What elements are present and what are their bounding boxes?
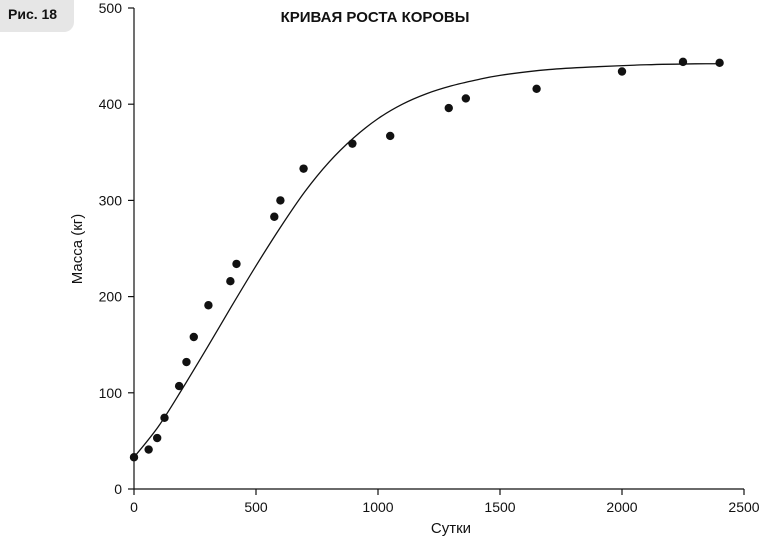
y-tick-label: 300 (99, 192, 123, 208)
x-tick-label: 1500 (484, 499, 515, 515)
y-tick-label: 100 (99, 385, 123, 401)
data-point (444, 103, 453, 113)
data-point (617, 67, 627, 76)
fit-curve (133, 63, 720, 458)
data-point (204, 301, 213, 310)
x-tick-label: 0 (130, 499, 138, 515)
x-axis-title: Сутки (431, 520, 471, 537)
data-point (461, 94, 471, 103)
data-point (678, 57, 688, 67)
y-tick-label: 0 (114, 481, 122, 497)
y-tick-label: 200 (99, 289, 123, 305)
data-point (152, 433, 162, 443)
figure-label: Рис. 18 (8, 6, 58, 22)
y-tick-label: 500 (99, 0, 123, 16)
data-point (299, 164, 308, 173)
x-tick-label: 2500 (728, 499, 759, 515)
data-point (226, 277, 235, 286)
data-point (386, 131, 395, 141)
data-point (144, 445, 153, 454)
data-point (160, 413, 169, 423)
figure-label-badge: Рис. 18 (0, 0, 74, 32)
data-point (532, 84, 541, 94)
data-point (182, 357, 191, 367)
data-point (715, 58, 724, 68)
data-point (232, 259, 241, 269)
data-point (189, 332, 198, 342)
data-points (129, 57, 724, 462)
data-point (348, 139, 357, 148)
data-point (270, 212, 279, 221)
chart-title: КРИВАЯ РОСТА КОРОВЫ (281, 9, 470, 26)
x-tick-label: 2000 (606, 499, 637, 515)
y-tick-label: 400 (99, 96, 123, 112)
data-point (129, 453, 139, 462)
data-point (174, 381, 184, 391)
axes: 0 500 1000 1500 2000 2500 0 100 200 300 400 500 (99, 0, 760, 515)
x-tick-label: 500 (244, 499, 268, 515)
x-tick-label: 1000 (362, 499, 393, 515)
data-point (276, 196, 285, 205)
y-axis-title: Масса (кг) (69, 214, 86, 285)
